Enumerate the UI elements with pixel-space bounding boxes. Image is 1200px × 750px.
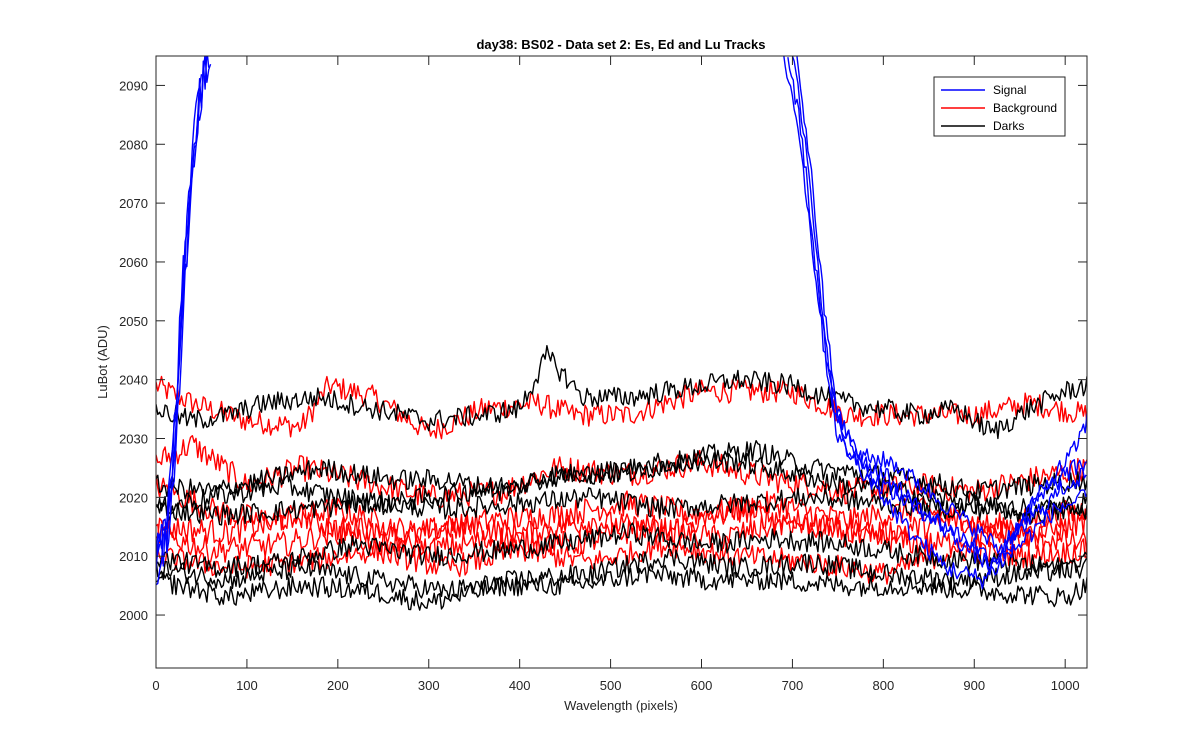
- legend: Signal Background Darks: [933, 76, 1066, 137]
- x-tick-label: 100: [236, 678, 258, 693]
- y-tick-label: 2010: [119, 549, 148, 564]
- y-tick-label: 2060: [119, 255, 148, 270]
- chart-title: day38: BS02 - Data set 2: Es, Ed and Lu …: [476, 37, 765, 52]
- y-tick-label: 2030: [119, 432, 148, 447]
- y-tick-label: 2040: [119, 373, 148, 388]
- series-line-signal-18: [787, 57, 1087, 575]
- x-tick-label: 800: [872, 678, 894, 693]
- plot-area-frame: [155, 55, 1088, 669]
- x-tick-label: 0: [152, 678, 159, 693]
- y-tick-label: 2050: [119, 314, 148, 329]
- legend-label-darks: Darks: [993, 119, 1024, 133]
- x-tick-label: 200: [327, 678, 349, 693]
- legend-label-background: Background: [993, 101, 1057, 115]
- series-line-darks-10: [156, 522, 1087, 579]
- series-line-signal-15: [156, 56, 212, 570]
- series-line-darks-6: [156, 345, 1087, 440]
- y-tick-label: 2000: [119, 608, 148, 623]
- series-layer: [156, 56, 1087, 611]
- y-tick-label: 2070: [119, 196, 148, 211]
- y-tick-label: 2090: [119, 78, 148, 93]
- x-tick-label: 700: [782, 678, 804, 693]
- series-line-signal-20: [796, 56, 1087, 590]
- series-line-signal-19: [791, 56, 1087, 554]
- x-axis-label: Wavelength (pixels): [564, 698, 678, 713]
- x-tick-label: 400: [509, 678, 531, 693]
- x-tick-label: 600: [691, 678, 713, 693]
- x-tick-label: 1000: [1051, 678, 1080, 693]
- x-tick-label: 900: [963, 678, 985, 693]
- series-line-darks-11: [156, 548, 1087, 600]
- legend-label-signal: Signal: [993, 83, 1026, 97]
- y-axis-label: LuBot (ADU): [95, 325, 110, 399]
- y-tick-label: 2020: [119, 490, 148, 505]
- tick-layer: 0 100 200 300 400 500 600 700 800 900 1000 2000 2010…: [119, 56, 1087, 693]
- y-tick-label: 2080: [119, 137, 148, 152]
- series-line-darks-12: [156, 564, 1087, 611]
- series-line-signal-16: [156, 56, 210, 557]
- series-line-darks-9: [156, 487, 1087, 526]
- x-tick-label: 500: [600, 678, 622, 693]
- x-tick-label: 300: [418, 678, 440, 693]
- series-line-signal-13: [156, 74, 203, 586]
